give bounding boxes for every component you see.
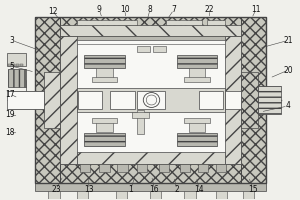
Text: 11: 11 (251, 5, 261, 14)
Bar (241, 72, 257, 128)
Bar (159, 164, 169, 171)
Bar (12, 64, 15, 66)
Bar (92, 118, 117, 123)
Bar (110, 91, 135, 109)
Bar (132, 112, 148, 118)
Text: 20: 20 (283, 66, 293, 75)
Bar (35, 183, 266, 191)
Bar (177, 55, 217, 68)
Bar (80, 164, 90, 171)
Text: 21: 21 (283, 36, 293, 45)
Text: 5: 5 (10, 62, 14, 71)
Text: 23: 23 (51, 185, 61, 194)
Bar (153, 46, 166, 52)
Bar (189, 122, 205, 132)
Bar (198, 164, 208, 171)
Bar (78, 91, 102, 109)
Text: 13: 13 (84, 185, 94, 194)
Bar (258, 86, 281, 114)
Bar (20, 64, 23, 66)
Bar (136, 110, 144, 134)
Bar (92, 77, 117, 82)
Bar (184, 77, 210, 82)
Bar (77, 40, 225, 44)
Text: 2: 2 (175, 185, 179, 194)
Text: 1: 1 (128, 185, 133, 194)
Bar (7, 91, 44, 109)
Bar (35, 17, 266, 36)
Bar (96, 122, 113, 132)
Bar (35, 17, 60, 183)
Text: 12: 12 (48, 7, 58, 16)
Text: 8: 8 (148, 5, 152, 14)
Bar (225, 91, 241, 109)
Bar (35, 164, 266, 183)
Bar (35, 17, 266, 183)
Bar (184, 118, 210, 123)
Bar (136, 164, 147, 171)
Bar (60, 36, 241, 164)
Text: 22: 22 (205, 5, 214, 14)
Bar (77, 88, 225, 112)
Bar (49, 191, 60, 199)
Bar (8, 64, 10, 66)
Bar (180, 164, 190, 171)
Text: 3: 3 (10, 36, 14, 45)
Bar (225, 36, 241, 164)
Bar (77, 191, 88, 199)
Bar (216, 164, 226, 171)
Bar (199, 91, 223, 109)
Text: 9: 9 (97, 5, 102, 14)
Bar (84, 133, 124, 146)
Bar (241, 17, 266, 183)
Bar (99, 164, 110, 171)
Bar (77, 36, 225, 40)
Text: 17: 17 (5, 90, 14, 99)
Bar (77, 20, 136, 25)
Bar (44, 72, 60, 128)
Bar (136, 46, 150, 52)
Bar (167, 20, 202, 25)
Bar (136, 91, 165, 109)
Text: 7: 7 (172, 5, 176, 14)
Bar (189, 68, 205, 78)
Text: 14: 14 (194, 185, 204, 194)
Bar (207, 20, 225, 25)
Text: 15: 15 (248, 185, 258, 194)
Bar (7, 53, 26, 66)
Text: 16: 16 (150, 185, 159, 194)
Text: 4: 4 (286, 101, 290, 110)
Bar (116, 191, 127, 199)
Bar (84, 55, 124, 68)
Text: 18: 18 (5, 128, 14, 137)
Bar (16, 64, 19, 66)
Bar (243, 191, 254, 199)
Bar (150, 191, 161, 199)
Text: 19: 19 (5, 110, 14, 119)
Bar (60, 25, 241, 36)
Bar (184, 191, 196, 199)
Bar (60, 36, 77, 164)
Bar (216, 191, 227, 199)
Bar (177, 133, 217, 146)
Bar (8, 69, 26, 87)
Bar (77, 152, 225, 164)
Ellipse shape (143, 93, 160, 107)
Bar (117, 164, 128, 171)
Bar (96, 68, 113, 78)
Text: 10: 10 (120, 5, 129, 14)
